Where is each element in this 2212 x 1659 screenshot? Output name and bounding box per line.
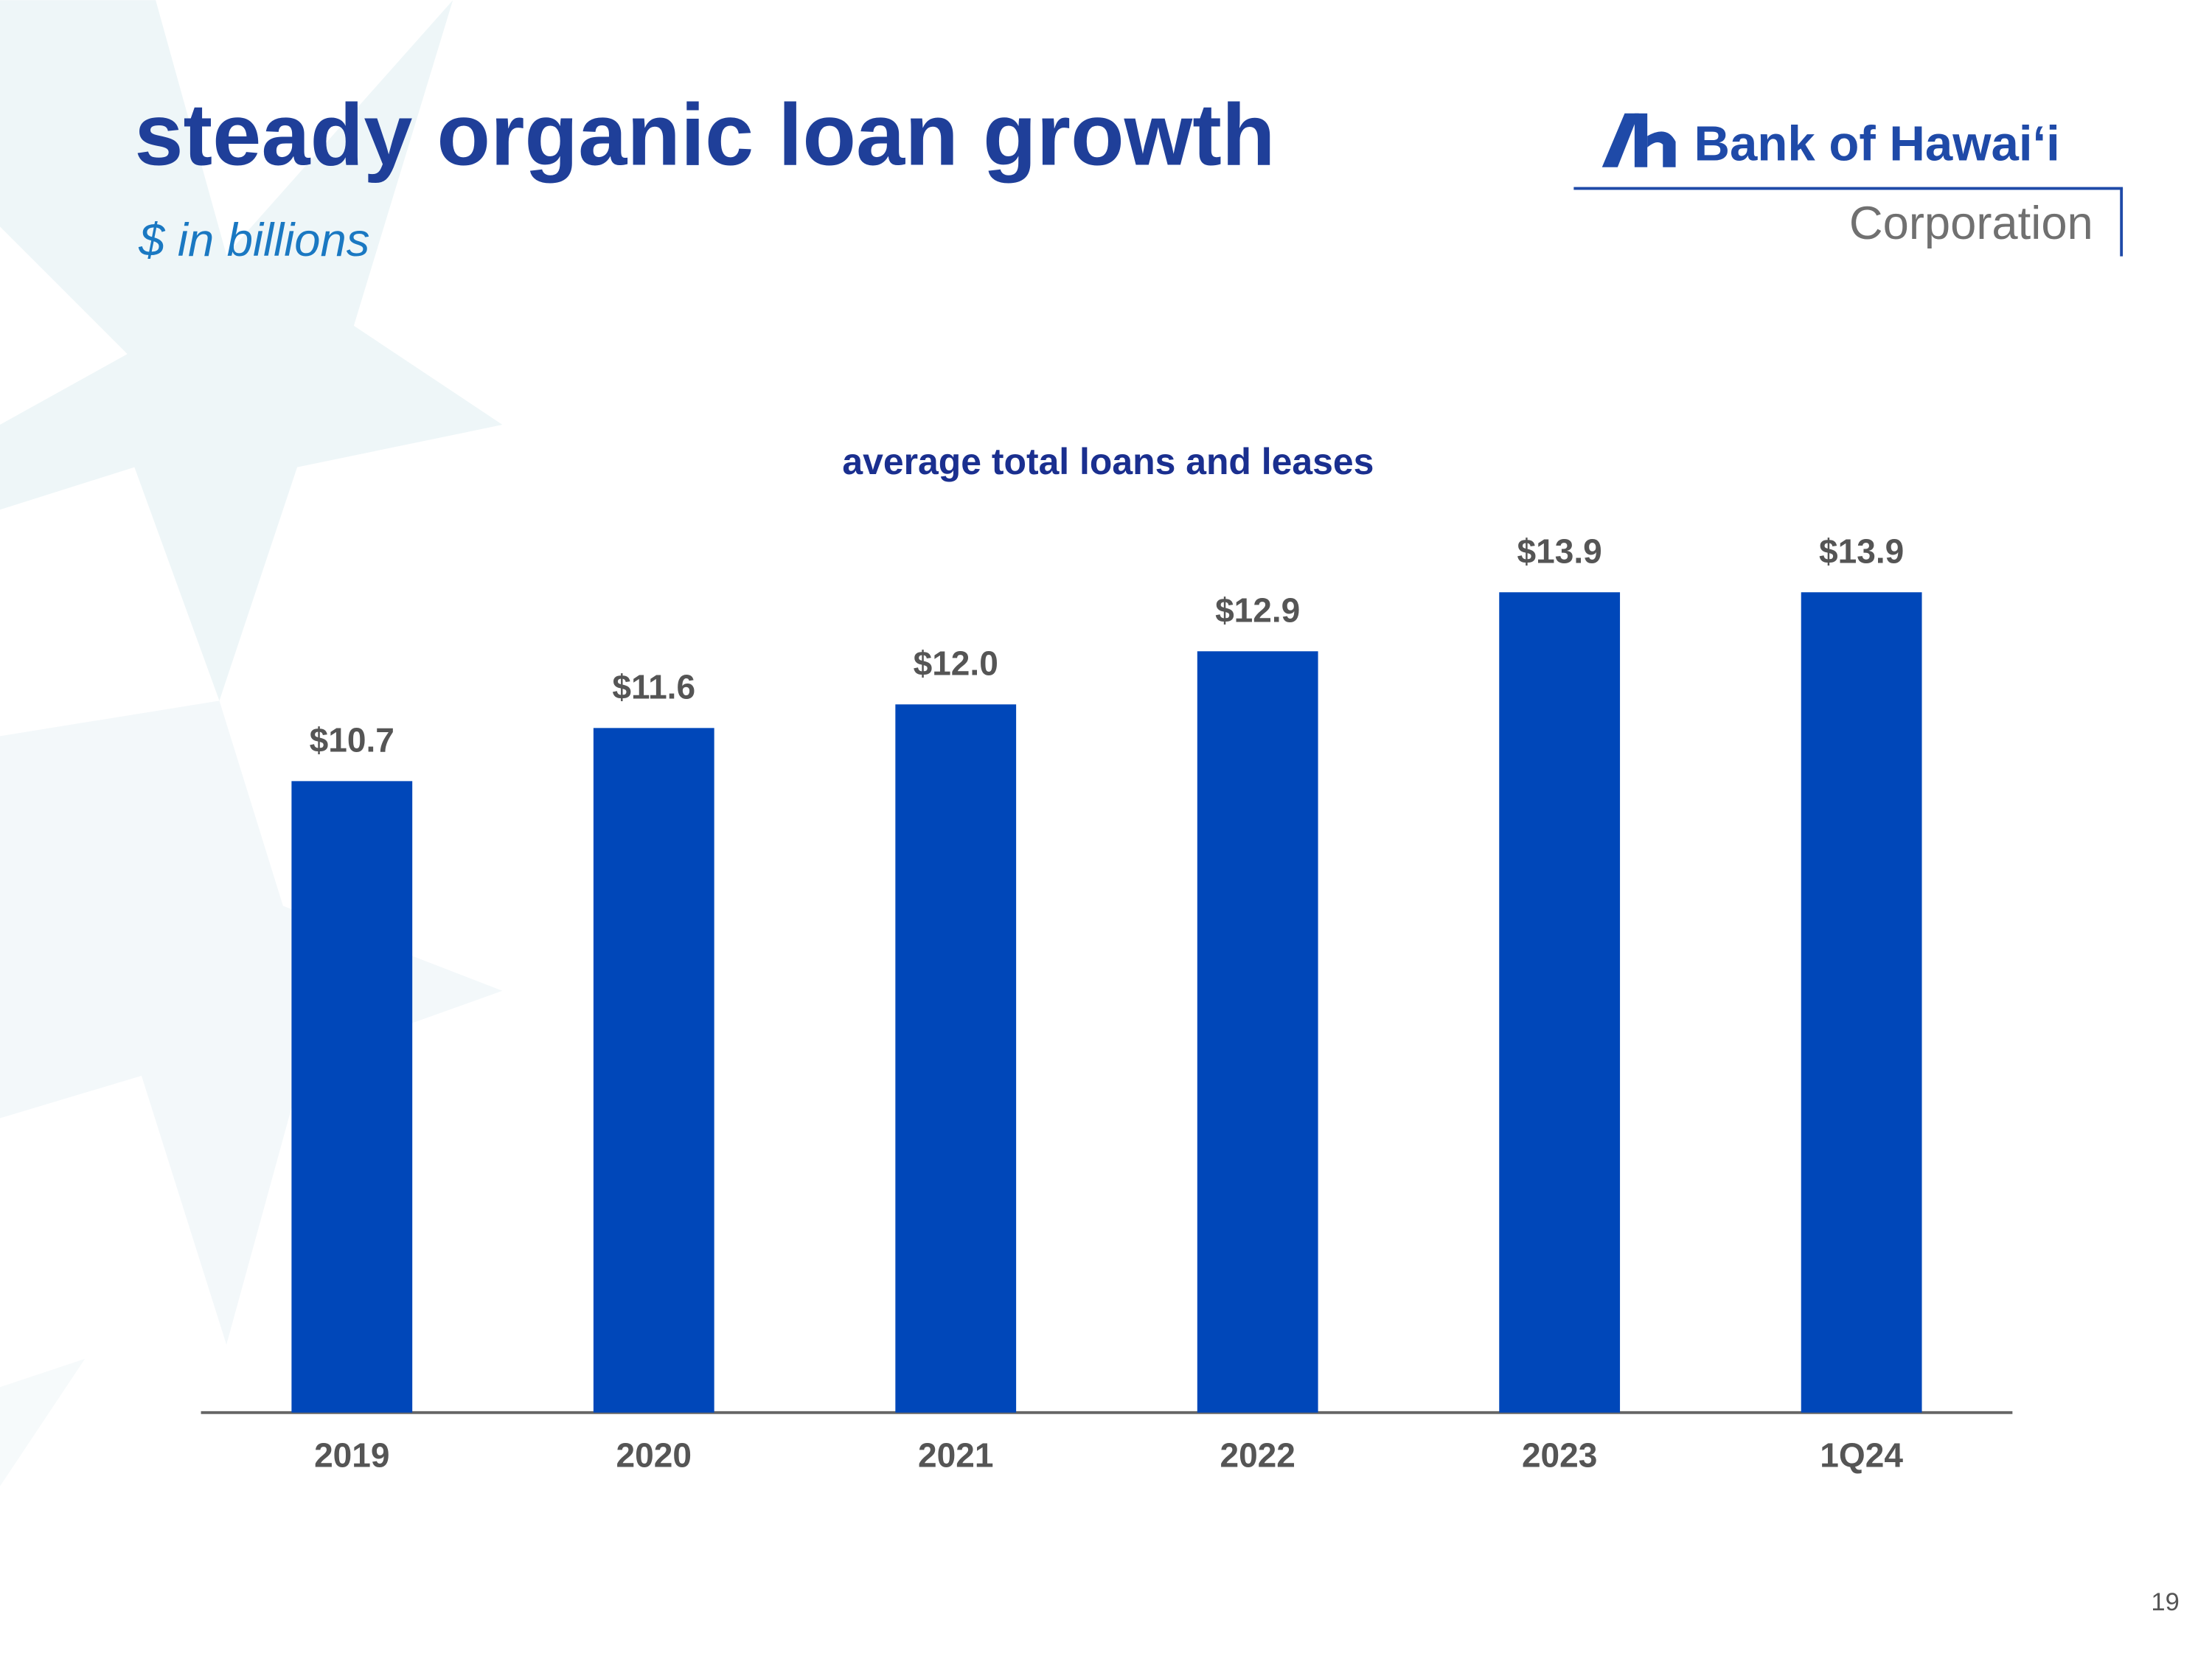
bar <box>593 728 714 1413</box>
bar <box>1499 592 1621 1413</box>
logo-mark <box>1647 131 1676 167</box>
slide-subtitle: $ in billions <box>138 215 369 266</box>
background-pattern <box>0 0 503 1486</box>
bar <box>895 704 1017 1413</box>
logo-sub: Corporation <box>1849 198 2093 249</box>
data-label: $11.6 <box>612 668 695 706</box>
bar <box>291 781 413 1413</box>
x-tick-label: 2022 <box>1220 1436 1295 1474</box>
data-label: $12.0 <box>914 644 998 683</box>
x-tick-label: 2021 <box>918 1436 993 1474</box>
logo-mark <box>1634 113 1648 167</box>
x-tick-label: 2019 <box>314 1436 389 1474</box>
page-number: 19 <box>2151 1588 2179 1616</box>
x-tick-label: 2023 <box>1522 1436 1597 1474</box>
chart-title: average total loans and leases <box>842 441 1374 482</box>
data-label: $12.9 <box>1215 591 1300 630</box>
logo-mark <box>1601 113 1639 167</box>
logo: Bank of Hawai‘i Corporation <box>1573 113 2124 257</box>
data-label: $13.9 <box>1517 532 1602 571</box>
x-tick-label: 2020 <box>616 1436 692 1474</box>
data-label: $10.7 <box>310 721 394 759</box>
data-label: $13.9 <box>1819 532 1904 571</box>
logo-name: Bank of Hawai‘i <box>1694 116 2060 172</box>
x-tick-label: 1Q24 <box>1820 1436 1903 1474</box>
bar <box>1197 651 1318 1413</box>
slide-title: steady organic loan growth <box>134 86 1275 184</box>
bar <box>1801 592 1922 1413</box>
